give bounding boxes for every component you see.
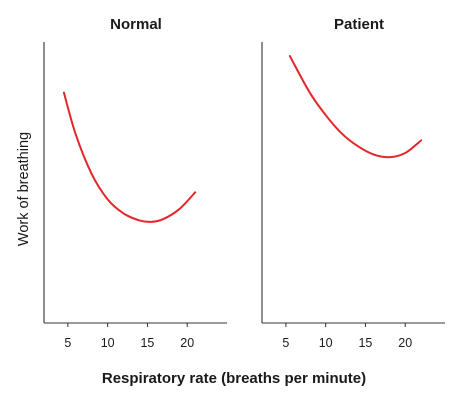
normal-x-tick-label-15: 15: [140, 336, 154, 350]
normal-work-curve: [62, 91, 197, 223]
normal-ticks: 5 10 15 20: [64, 323, 194, 350]
panel-title-patient: Patient: [334, 16, 384, 33]
patient-x-tick-label-15: 15: [358, 336, 372, 350]
panel-title-normal: Normal: [110, 16, 162, 33]
patient-work-curve: [288, 55, 423, 159]
normal-x-tick-label-20: 20: [180, 336, 194, 350]
normal-x-tick-label-10: 10: [101, 336, 115, 350]
y-axis-label: Work of breathing: [16, 132, 32, 246]
patient-ticks: 5 10 15 20: [282, 323, 412, 350]
patient-x-tick-label-10: 10: [319, 336, 333, 350]
patient-x-tick-label-20: 20: [398, 336, 412, 350]
panel-patient: Patient 5 10 15 20: [261, 16, 445, 350]
x-axis-label: Respiratory rate (breaths per minute): [102, 370, 366, 387]
panel-normal: Normal 5 10 15 20: [43, 16, 227, 350]
normal-x-tick-label-5: 5: [64, 336, 71, 350]
patient-x-tick-label-5: 5: [282, 336, 289, 350]
